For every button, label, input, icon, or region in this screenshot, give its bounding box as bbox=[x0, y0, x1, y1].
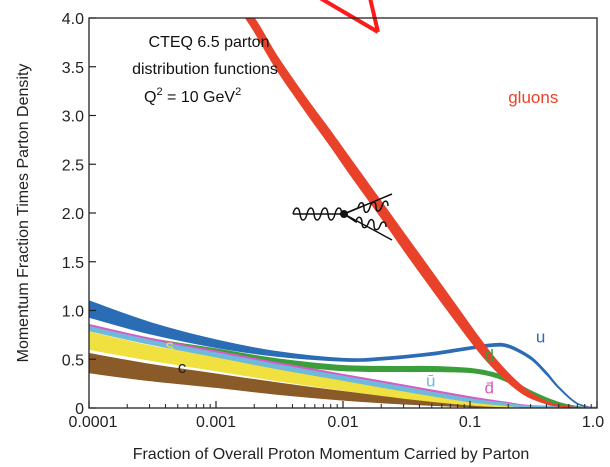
y-axis-label: Momentum Fraction Times Parton Density bbox=[15, 64, 32, 363]
gluon-vertex-diagram bbox=[292, 193, 393, 241]
x-tick-label: 0.001 bbox=[196, 414, 236, 431]
annotation-line2: distribution functions bbox=[132, 61, 278, 78]
series-label: u bbox=[536, 328, 545, 347]
y-tick-label: 0 bbox=[75, 401, 84, 418]
annotation-box: CTEQ 6.5 parton distribution functions Q… bbox=[132, 34, 278, 106]
x-tick-label: 0.01 bbox=[327, 414, 358, 431]
x-tick-label: 0.0001 bbox=[69, 414, 118, 431]
annotation-q-rest: = 10 GeV bbox=[163, 89, 236, 106]
band-u bbox=[89, 300, 597, 408]
x-tick-label: 0.1 bbox=[459, 414, 481, 431]
series-label: s bbox=[165, 336, 174, 355]
y-tick-label: 0.5 bbox=[62, 352, 84, 369]
annotation-q-sup: 2 bbox=[156, 86, 162, 98]
series-label: c bbox=[178, 358, 187, 377]
series-label: d̄ bbox=[484, 378, 493, 397]
tick-layer: 0.0001 0.001 0.01 0.1 1.0 0 0.5 1.0 1.5 2.0 2.5 3.0… bbox=[62, 11, 604, 431]
annotation-gev-sup: 2 bbox=[235, 86, 241, 98]
y-tick-label: 1.5 bbox=[62, 255, 84, 272]
y-tick-label: 2.0 bbox=[62, 206, 84, 223]
series-label-layer: gluons u d sc ū d̄ bbox=[165, 88, 558, 398]
y-tick-label: 2.5 bbox=[62, 157, 84, 174]
annotation-line3: Q2 = 10 GeV2 bbox=[144, 86, 241, 106]
annotation-q: Q bbox=[144, 89, 156, 106]
y-tick-label: 3.5 bbox=[62, 60, 84, 77]
y-tick-label: 4.0 bbox=[62, 11, 84, 28]
x-tick-label: 1.0 bbox=[582, 414, 604, 431]
y-tick-label: 3.0 bbox=[62, 109, 84, 126]
annotation-line1: CTEQ 6.5 parton bbox=[149, 34, 270, 51]
red-pointer-mark bbox=[319, 0, 380, 34]
series-label: gluons bbox=[508, 88, 558, 107]
y-tick-label: 1.0 bbox=[62, 304, 84, 321]
series-label: ū bbox=[426, 372, 435, 391]
band-gluons bbox=[244, 18, 597, 408]
series-label: d bbox=[484, 346, 493, 365]
x-axis-label: Fraction of Overall Proton Momentum Carr… bbox=[133, 446, 530, 463]
